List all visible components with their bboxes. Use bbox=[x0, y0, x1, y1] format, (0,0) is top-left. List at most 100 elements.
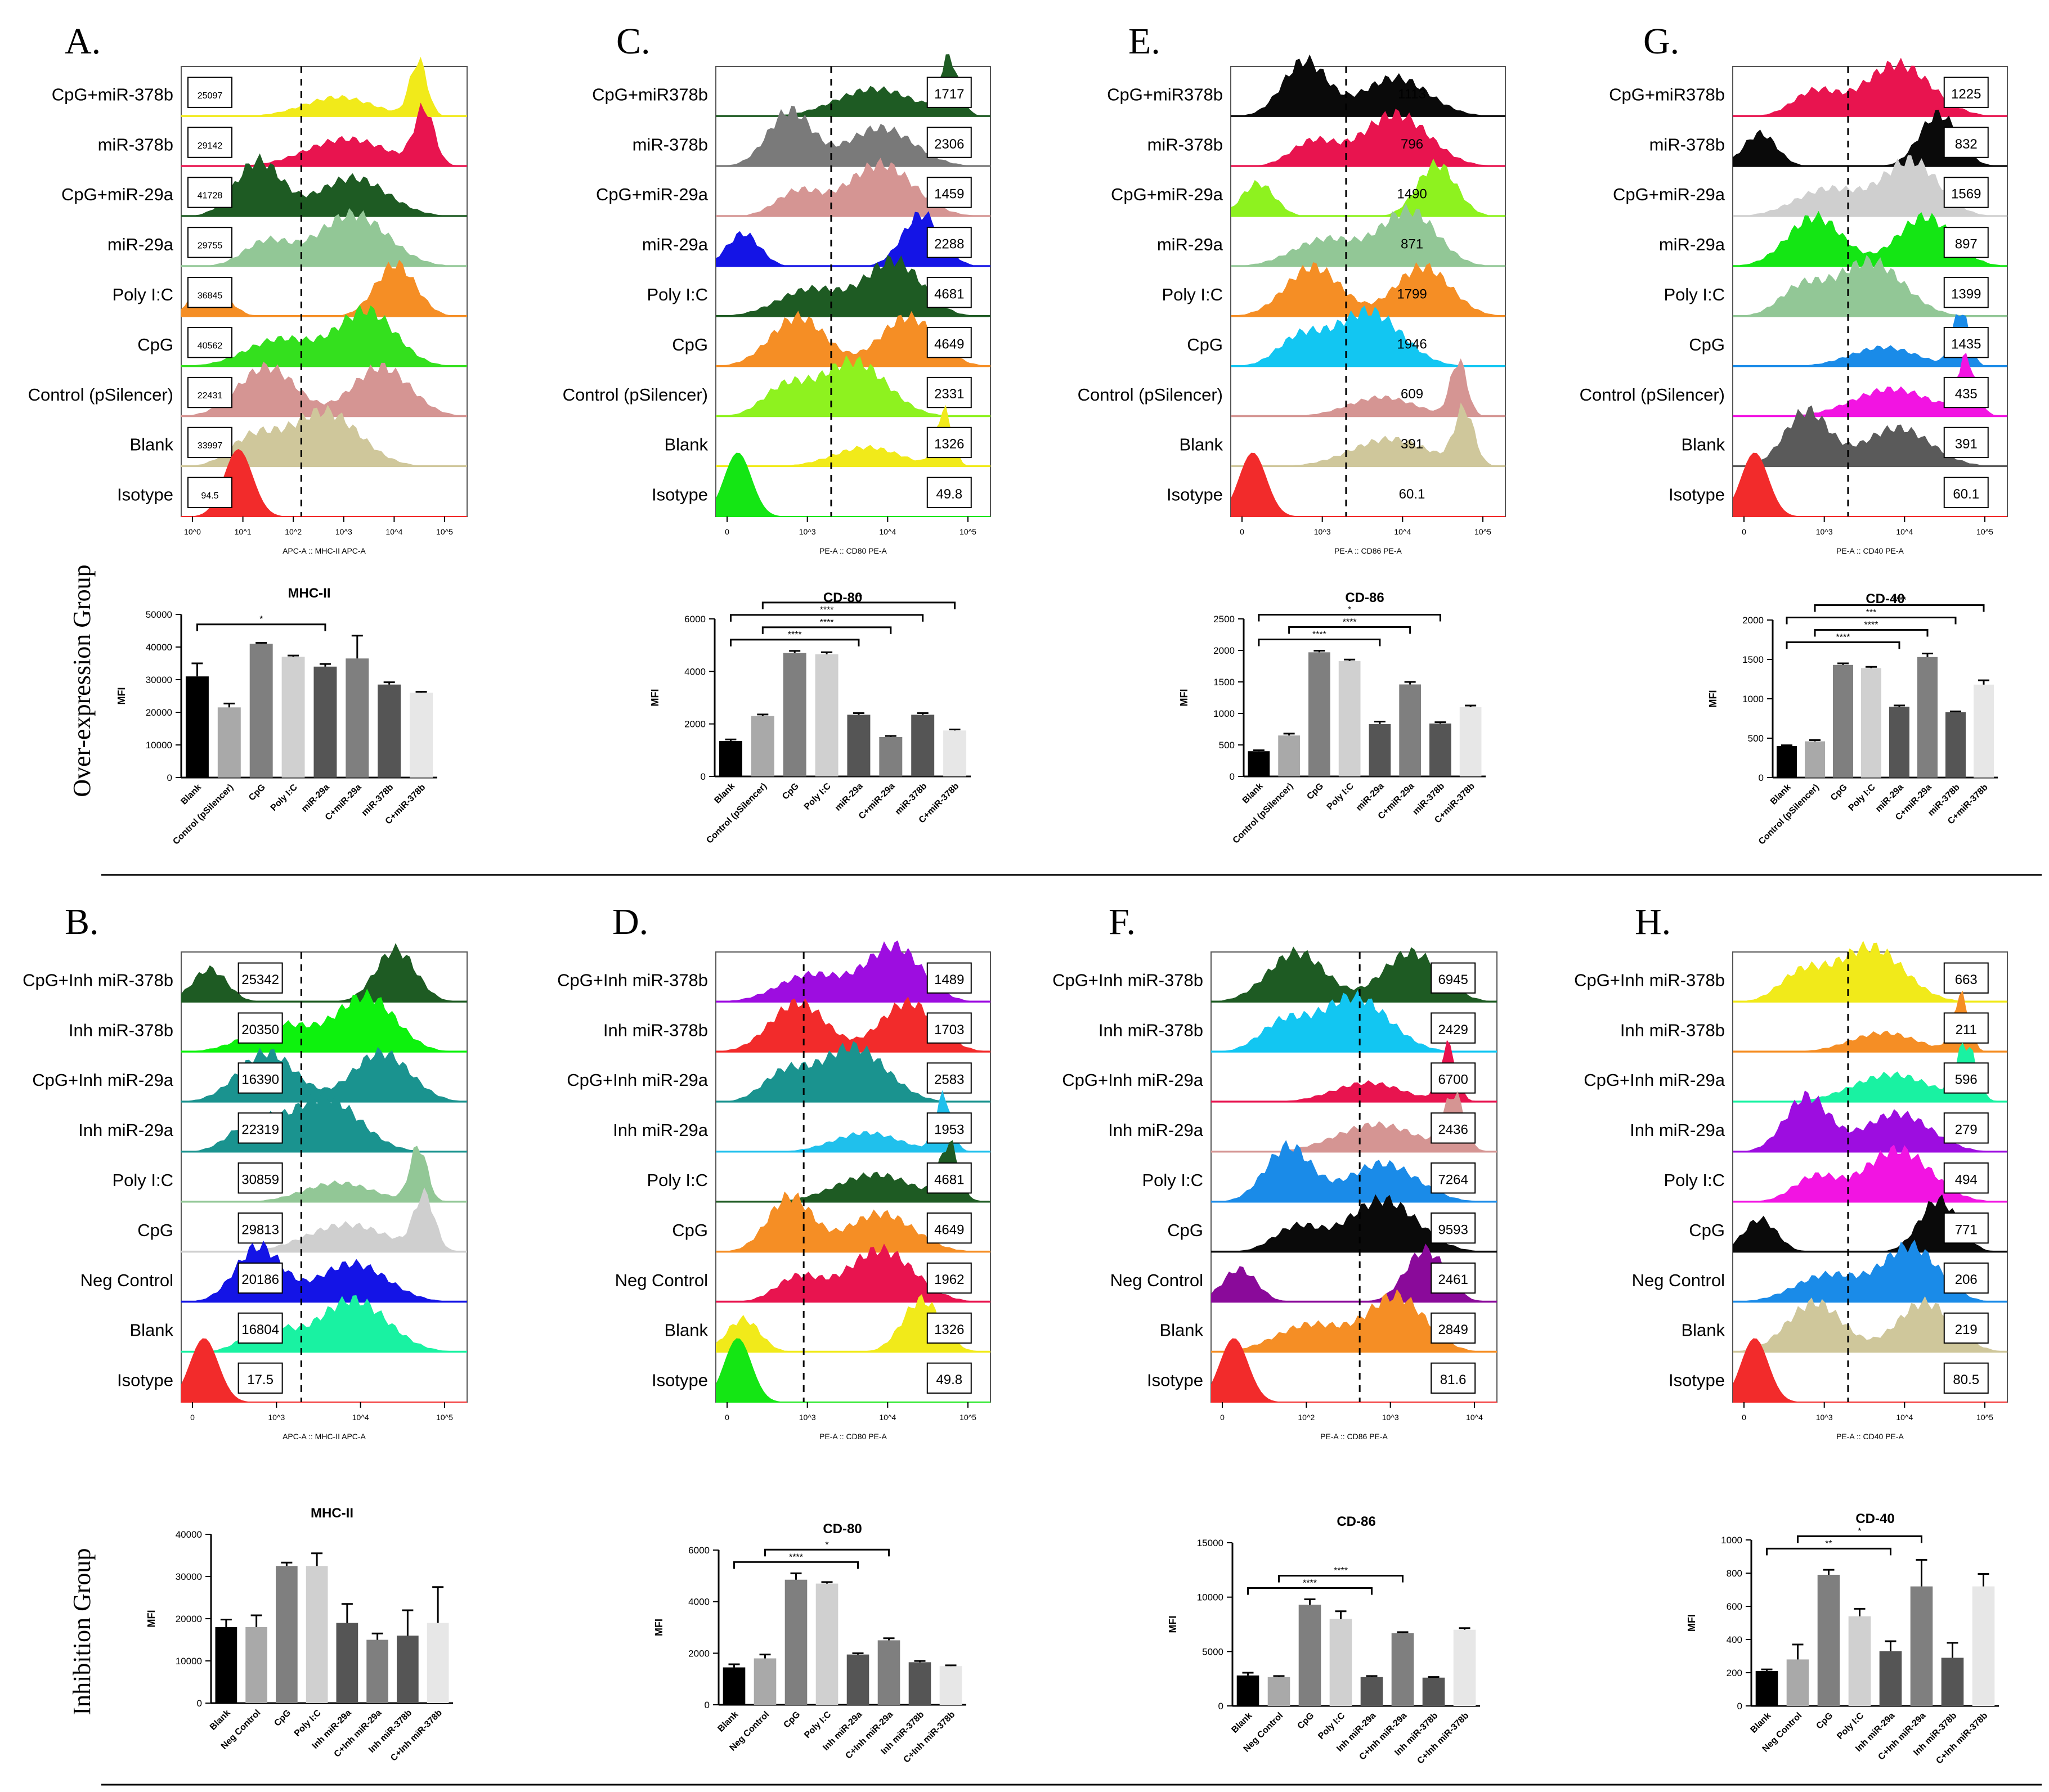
category-label: Blank bbox=[1748, 1711, 1773, 1735]
mfi-box bbox=[187, 177, 232, 208]
mfi-value: 435 bbox=[1955, 387, 1978, 402]
histogram-curve-cpg-mir-378b bbox=[181, 57, 467, 116]
histogram-curve-neg-control bbox=[716, 1243, 990, 1303]
mfi-value: 1569 bbox=[1951, 187, 1981, 202]
mfi-value: 391 bbox=[1401, 437, 1423, 452]
mfi-box bbox=[1431, 1212, 1476, 1244]
mfi-value: 40562 bbox=[198, 341, 223, 351]
mfi-value: 36845 bbox=[198, 291, 223, 300]
mfi-value: 2429 bbox=[1438, 1022, 1468, 1038]
y-tick-label: 600 bbox=[1727, 1601, 1742, 1612]
significance-mark: **** bbox=[1303, 1579, 1317, 1588]
histogram-row-label: Isotype bbox=[117, 485, 173, 505]
significance-mark: **** bbox=[789, 1552, 803, 1562]
y-tick-label: 0 bbox=[1218, 1701, 1223, 1712]
category-label: Blank bbox=[179, 783, 203, 807]
mfi-box bbox=[1431, 1362, 1476, 1394]
histogram-curve-cpg-inh-mir-378b bbox=[1733, 941, 2007, 1002]
mfi-value: 22431 bbox=[198, 391, 223, 401]
chart-title: CD-86 bbox=[1337, 1514, 1375, 1529]
y-tick-label: 40000 bbox=[176, 1529, 202, 1540]
histogram-curve-cpg bbox=[1733, 1194, 2007, 1252]
chart-title: CD-40 bbox=[1855, 1511, 1894, 1526]
histogram-curve-mir-378b bbox=[716, 105, 990, 167]
histogram-curve-poly-i-c bbox=[1231, 262, 1505, 317]
bar-blank bbox=[1755, 1671, 1778, 1706]
y-axis-label: MFI bbox=[116, 688, 127, 705]
histogram-curve-isotype bbox=[1733, 1338, 2007, 1402]
category-label: CpG bbox=[1295, 1711, 1316, 1731]
category-label: Poly I:C bbox=[1835, 1710, 1866, 1741]
category-label: Blank bbox=[716, 1710, 740, 1734]
histogram-curve-isotype bbox=[181, 449, 467, 517]
chart-title: MHC-II bbox=[311, 1506, 353, 1521]
histogram-curve-blank bbox=[1733, 405, 2007, 467]
mfi-box bbox=[926, 1212, 972, 1244]
panel-label: G. bbox=[1643, 21, 1679, 62]
bar-poly-i-c bbox=[1329, 1619, 1352, 1706]
category-label: CpG bbox=[781, 782, 801, 802]
histogram-curve-cpg-inh-mir-378b bbox=[181, 943, 467, 1002]
bar-inh-mir-29a bbox=[1879, 1651, 1902, 1706]
mfi-value: 596 bbox=[1955, 1072, 1978, 1088]
significance-mark: * bbox=[825, 1540, 828, 1550]
mfi-value: 49.8 bbox=[936, 1372, 962, 1387]
bar-cpg bbox=[276, 1566, 298, 1703]
bar-c-inh-mir-29a bbox=[1910, 1586, 1933, 1706]
x-tick-label: 0 bbox=[1220, 1413, 1225, 1422]
significance-mark: *** bbox=[1866, 608, 1877, 618]
x-axis-label: PE-A :: CD80 PE-A bbox=[819, 1432, 887, 1441]
significance-bracket bbox=[761, 601, 956, 609]
category-label: Poly I:C bbox=[1847, 782, 1877, 812]
histogram-row-label: CpG bbox=[137, 335, 173, 354]
mfi-value: 33997 bbox=[198, 441, 223, 451]
mfi-box bbox=[1431, 962, 1476, 994]
bar-blank bbox=[1236, 1675, 1259, 1706]
mfi-box bbox=[237, 1062, 283, 1094]
mfi-value: 771 bbox=[1955, 1222, 1978, 1237]
significance-bracket bbox=[1786, 617, 1957, 625]
histogram-curve-poly-i-c bbox=[1733, 1144, 2007, 1202]
y-tick-label: 5000 bbox=[1202, 1646, 1223, 1657]
category-label: Control (pSilencer) bbox=[171, 783, 235, 847]
mfi-value: 7264 bbox=[1438, 1172, 1468, 1187]
histogram-curve-blank bbox=[1211, 1289, 1497, 1353]
category-label: Poly I:C bbox=[802, 1709, 833, 1740]
histogram-panel-c: C. CpG+miR378b 1717 miR-378b 2306 CpG+miR-29a… bbox=[563, 21, 991, 555]
histogram-row-label: Inh miR-378b bbox=[1620, 1020, 1725, 1040]
histogram-row-label: CpG+Inh miR-29a bbox=[1584, 1070, 1725, 1090]
mfi-value: 1489 bbox=[934, 972, 964, 987]
mfi-box bbox=[926, 376, 972, 408]
y-axis-label: MFI bbox=[1178, 689, 1190, 707]
x-tick-label: 10^1 bbox=[235, 527, 252, 536]
histogram-row-label: CpG+Inh miR-378b bbox=[1052, 970, 1203, 990]
histogram-curve-control-psilencer bbox=[1231, 358, 1505, 417]
histogram-curve-cpg-mir-29a bbox=[1231, 158, 1505, 217]
histogram-row-label: Control (pSilencer) bbox=[563, 385, 708, 405]
histogram-curve-cpg-mir378b bbox=[716, 54, 990, 116]
x-tick-label: 0 bbox=[1742, 527, 1746, 536]
y-tick-label: 20000 bbox=[176, 1614, 202, 1624]
mfi-value: 211 bbox=[1956, 1022, 1977, 1038]
y-tick-label: 0 bbox=[1737, 1701, 1742, 1712]
histogram-row-label: CpG bbox=[137, 1220, 173, 1240]
x-tick-label: 10^4 bbox=[1896, 1413, 1913, 1422]
mfi-box bbox=[1943, 177, 1989, 208]
category-label: Blank bbox=[208, 1708, 232, 1732]
y-axis-label: MFI bbox=[653, 1619, 665, 1636]
mfi-value: 81.6 bbox=[1440, 1372, 1467, 1387]
histogram-row-label: Poly I:C bbox=[1664, 285, 1725, 304]
histogram-row-label: Poly I:C bbox=[112, 285, 173, 304]
histogram-row-label: Inh miR-378b bbox=[1099, 1020, 1203, 1040]
bar-c-inh-mir-29a bbox=[1391, 1633, 1414, 1706]
mfi-value: 25097 bbox=[198, 91, 223, 101]
bar-blank bbox=[215, 1627, 237, 1703]
mfi-box bbox=[1943, 426, 1989, 459]
bar-chart-mhc-ii-0: MHC-II MFI 0 10000 20000 30000 40000 50000 Blank… bbox=[116, 586, 437, 847]
bar-mir-378b bbox=[911, 715, 935, 776]
histogram-row-label: Blank bbox=[1159, 1321, 1203, 1340]
mfi-value: 16804 bbox=[241, 1322, 279, 1337]
histogram-row-label: Inh miR-378b bbox=[603, 1020, 708, 1040]
